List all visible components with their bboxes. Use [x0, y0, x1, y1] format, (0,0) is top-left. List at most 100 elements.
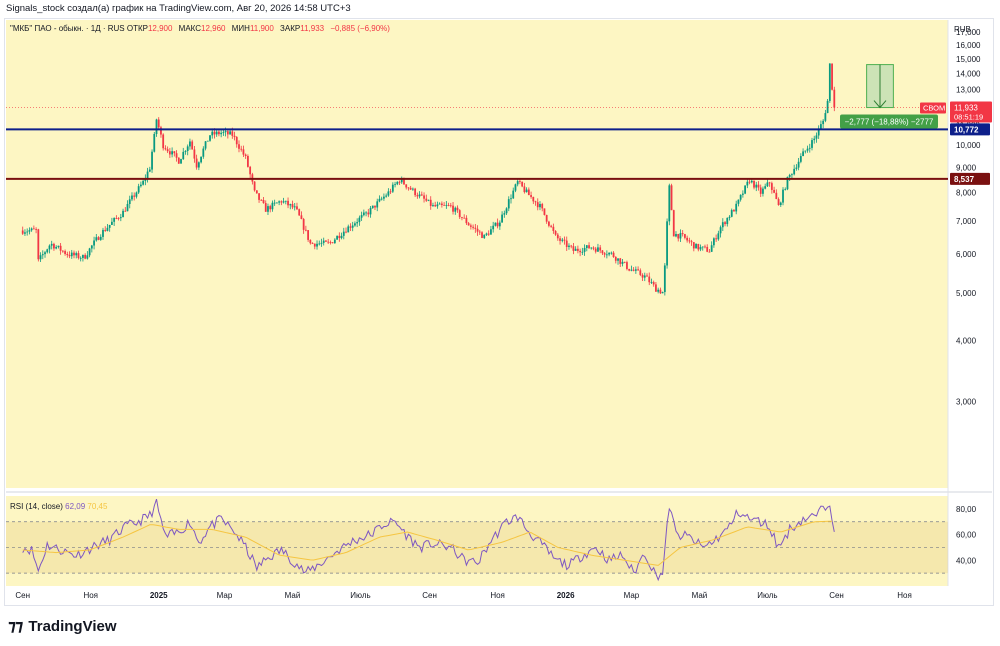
candle-body: [122, 210, 124, 218]
candle-body: [189, 141, 191, 147]
candle-body: [124, 210, 127, 212]
candle-body: [423, 195, 425, 199]
candle-body: [487, 233, 490, 235]
candle-body: [95, 237, 98, 241]
candle-body: [621, 261, 624, 264]
candle-body: [688, 240, 691, 242]
open-value: 12,900: [147, 24, 173, 33]
candle-body: [358, 217, 361, 223]
candle-body: [289, 204, 292, 206]
candle-body: [244, 154, 247, 157]
candle-body: [483, 234, 486, 238]
candle-body: [657, 289, 660, 292]
candle-body: [416, 195, 419, 197]
candle-body: [383, 196, 385, 199]
candle-body: [757, 184, 760, 188]
candle-body: [298, 209, 301, 216]
candle-body: [775, 192, 778, 200]
low-label: МИН: [231, 24, 250, 33]
candle-body: [701, 246, 704, 248]
candle-body: [50, 243, 53, 246]
candle-body: [331, 242, 334, 244]
candle-body: [309, 239, 312, 244]
time-axis-tick-7: Ноя: [490, 591, 505, 600]
candle-body: [218, 131, 220, 135]
candle-body: [291, 204, 294, 208]
candle-body: [173, 151, 176, 154]
candle-body: [744, 185, 747, 194]
candle-body: [249, 166, 252, 175]
candle-body: [389, 191, 392, 193]
candle-body: [561, 239, 564, 241]
price-axis-tick-5: 8,000: [956, 189, 977, 198]
time-axis-tick-11: Июль: [757, 591, 777, 600]
candle-body: [592, 247, 595, 249]
candle-body: [258, 193, 260, 200]
candle-body: [708, 251, 711, 253]
candle-body: [610, 252, 613, 254]
candle-body: [741, 193, 744, 195]
candle-body: [603, 253, 606, 255]
candle-body: [28, 230, 31, 232]
candle-body: [465, 217, 468, 224]
candles-group: [21, 63, 836, 296]
candle-body: [568, 245, 570, 247]
candle-body: [164, 148, 167, 150]
candle-body: [507, 199, 510, 209]
candle-body: [369, 207, 372, 215]
candle-body: [588, 245, 590, 249]
candle-body: [474, 227, 477, 229]
time-axis-tick-12: Сен: [829, 591, 844, 600]
candle-body: [269, 206, 272, 210]
candle-body: [115, 218, 118, 219]
measure-label: −2,777 (−18,88%) −2777: [845, 118, 934, 127]
price-axis-tick-7: 10,000: [956, 141, 981, 150]
candle-body: [117, 218, 120, 219]
candle-body: [407, 187, 410, 189]
candle-body: [84, 254, 87, 259]
symbol-name: "МКБ" ПАО - обыкн. · 1Д · RUS: [10, 24, 125, 33]
candle-body: [590, 247, 593, 249]
rsi-line: [22, 498, 835, 582]
high-label: МАКС: [178, 24, 202, 33]
candle-body: [37, 229, 40, 260]
candle-body: [262, 200, 265, 204]
tradingview-logo[interactable]: ⁊⁊ TradingView: [8, 616, 117, 636]
candle-body: [481, 232, 483, 238]
candle-body: [90, 245, 93, 249]
candle-body: [304, 229, 307, 231]
candle-body: [485, 233, 488, 235]
candle-body: [447, 205, 450, 206]
candle-body: [599, 247, 602, 251]
candle-body: [525, 189, 528, 193]
candle-body: [316, 243, 318, 247]
candle-body: [532, 196, 535, 202]
candle-body: [411, 188, 414, 190]
tradingview-logo-icon: ⁊⁊: [8, 618, 23, 635]
candle-body: [48, 245, 51, 250]
time-axis-tick-0: Сен: [15, 591, 30, 600]
candle-body: [131, 195, 133, 200]
candle-body: [623, 261, 626, 263]
candle-body: [583, 248, 586, 252]
candle-body: [639, 270, 642, 275]
candle-body: [313, 243, 316, 247]
candle-body: [556, 234, 559, 239]
candle-body: [142, 180, 145, 185]
candle-body: [427, 199, 430, 201]
candle-body: [220, 132, 223, 135]
currency-label[interactable]: RUB: [954, 25, 971, 34]
candle-body: [576, 248, 579, 251]
candle-body: [242, 149, 245, 155]
candle-body: [498, 222, 501, 227]
candle-body: [434, 205, 437, 207]
candle-body: [432, 205, 434, 206]
candle-body: [322, 240, 325, 243]
candle-body: [643, 275, 646, 278]
candle-body: [630, 269, 633, 271]
candle-body: [82, 254, 84, 258]
candle-body: [374, 205, 376, 208]
candle-body: [659, 289, 662, 294]
candle-body: [133, 195, 136, 197]
